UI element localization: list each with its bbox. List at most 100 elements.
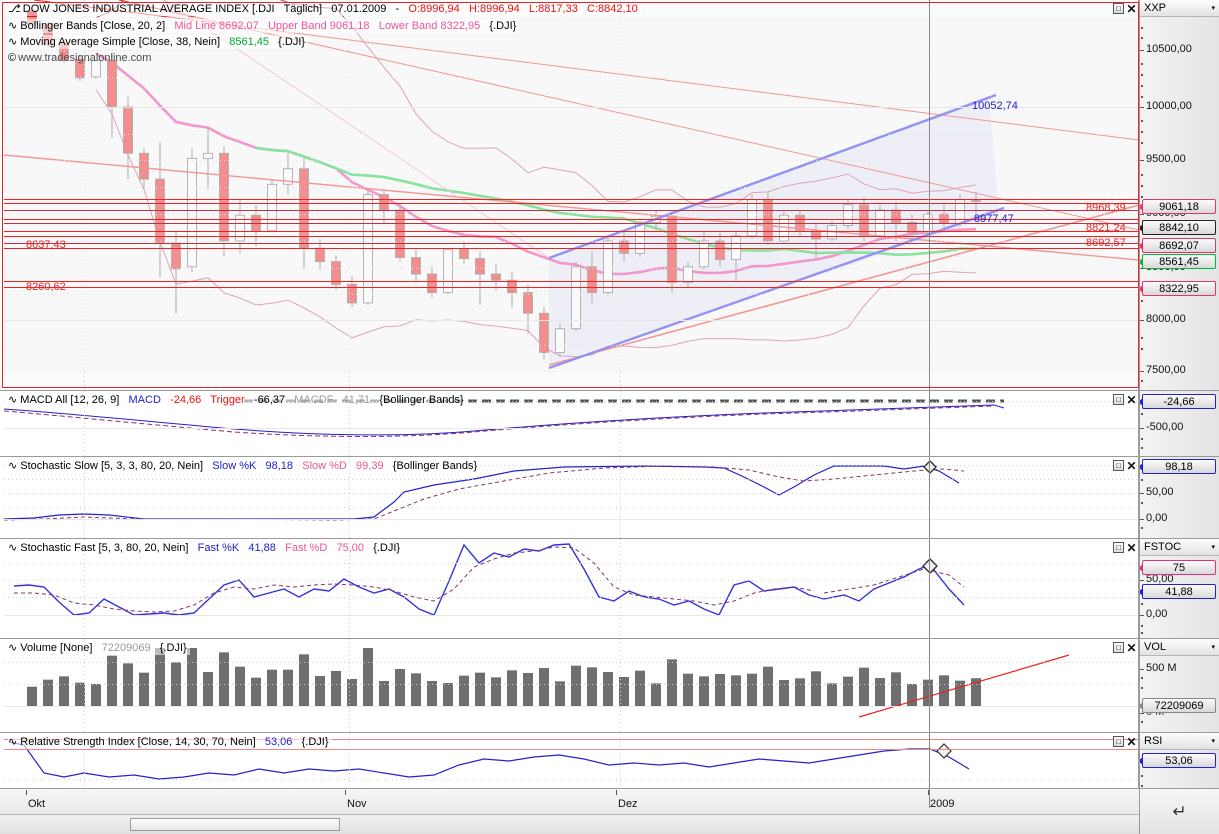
- stoch-fast-plot-area[interactable]: [4, 539, 1139, 638]
- main-plot-area[interactable]: 10052,74 8968,39 8821,24 8692,57 8977,47…: [4, 0, 1139, 390]
- axis-value-flag[interactable]: 98,18: [1140, 459, 1216, 474]
- macdf-label: MACDF: [294, 394, 334, 406]
- fast-k-value: 41,88: [248, 542, 276, 554]
- close-icon[interactable]: ✕: [1126, 540, 1137, 555]
- axis-price-flag[interactable]: 9061,18: [1140, 199, 1216, 214]
- window-controls[interactable]: □ ✕: [1113, 1, 1137, 16]
- restore-button[interactable]: □: [1113, 3, 1124, 14]
- axis-tick: 500 M: [1140, 662, 1177, 674]
- macd-header-row[interactable]: ∿ MACD All [12, 26, 9] MACD -24,66 Trigg…: [8, 393, 467, 407]
- bollinger-mid: Mid Line 8692,07: [174, 20, 259, 32]
- axis-tick: 50,00: [1140, 573, 1174, 585]
- axis-price-flag[interactable]: 8322,95: [1140, 281, 1216, 296]
- stoch-fast-axis-selector[interactable]: FSTOC ▾: [1140, 539, 1219, 556]
- macd-panel-controls[interactable]: □ ✕: [1113, 392, 1137, 407]
- indicator-wave-icon: ∿: [8, 541, 18, 554]
- line-label-8821: 8821,24: [1086, 222, 1126, 234]
- volume-axis[interactable]: VOL ▾ 500 M 72209069 0 M: [1139, 639, 1219, 732]
- volume-axis-name: VOL: [1144, 641, 1167, 653]
- axis-value-flag[interactable]: 75: [1140, 560, 1216, 575]
- axis-tick: 7500,00: [1140, 364, 1186, 376]
- close-icon[interactable]: ✕: [1126, 640, 1137, 655]
- instrument-title: DOW JONES INDUSTRIAL AVERAGE INDEX [.DJI: [22, 3, 275, 15]
- stochastic-slow-panel: ∿ Stochastic Slow [5, 3, 3, 80, 20, Nein…: [0, 456, 1219, 538]
- volume-plot-area[interactable]: [4, 639, 1139, 732]
- ma-value: 8561,45: [229, 36, 269, 48]
- rsi-panel-controls[interactable]: □ ✕: [1113, 734, 1137, 749]
- axis-value-flag[interactable]: -24,66: [1140, 394, 1216, 409]
- rsi-source: {.DJI}: [301, 736, 329, 748]
- time-tick-label: Okt: [28, 798, 46, 810]
- annotation-channel-top: 10052,74: [972, 100, 1018, 112]
- restore-button[interactable]: □: [1113, 642, 1124, 653]
- close-icon[interactable]: ✕: [1126, 458, 1137, 473]
- axis-tick: 0,00: [1140, 512, 1167, 524]
- chevron-down-icon: ▾: [1211, 544, 1215, 551]
- horizontal-scrollbar[interactable]: [0, 814, 1139, 834]
- line-label-8260: 8260,62: [26, 281, 66, 293]
- stoch-slow-header-row[interactable]: ∿ Stochastic Slow [5, 3, 3, 80, 20, Nein…: [8, 459, 481, 473]
- stoch-fast-axis[interactable]: FSTOC ▾ 75 50,00 41,88 0,00: [1139, 539, 1219, 638]
- slow-d-value: 99,39: [356, 460, 384, 472]
- axis-tick: 9500,00: [1140, 153, 1186, 165]
- macd-axis[interactable]: -24,66 -500,00: [1139, 391, 1219, 456]
- indicator-wave-icon: ∿: [8, 35, 18, 48]
- axis-value-flag[interactable]: 41,88: [1140, 584, 1216, 599]
- ohlc-high: H:8996,94: [468, 3, 520, 15]
- axis-value-flag[interactable]: 72209069: [1140, 698, 1216, 713]
- volume-source: {.DJI}: [159, 642, 187, 654]
- axis-tick: -500,00: [1140, 421, 1183, 433]
- bollinger-header-row[interactable]: ∿ Bollinger Bands [Close, 20, 2] Mid Lin…: [8, 19, 520, 33]
- time-axis[interactable]: Okt Nov Dez 2009: [0, 788, 1219, 814]
- bollinger-lower: Lower Band 8322,95: [378, 20, 481, 32]
- close-icon[interactable]: ✕: [1126, 1, 1137, 16]
- axis-price-flag[interactable]: 8692,07: [1140, 238, 1216, 253]
- line-label-8968: 8968,39: [1086, 202, 1126, 214]
- indicator-wave-icon: ∿: [8, 641, 18, 654]
- volume-header-row[interactable]: ∿ Volume [None] 72209069 {.DJI}: [8, 641, 190, 655]
- stoch-slow-source: {Bollinger Bands}: [392, 460, 478, 472]
- instrument-date: 07.01.2009: [331, 3, 387, 15]
- scrollbar-thumb[interactable]: [130, 818, 340, 831]
- volume-panel-controls[interactable]: □ ✕: [1113, 640, 1137, 655]
- volume-panel: ∿ Volume [None] 72209069 {.DJI} □ ✕ VOL …: [0, 638, 1219, 732]
- macd-label: MACD: [128, 394, 161, 406]
- instrument-icon: ⎇: [8, 3, 21, 15]
- indicator-wave-icon: ∿: [8, 19, 18, 32]
- bollinger-symbol: {.DJI}: [489, 20, 517, 32]
- trigger-value: -66,37: [253, 394, 286, 406]
- restore-button[interactable]: □: [1113, 460, 1124, 471]
- rsi-axis-name: RSI: [1144, 735, 1163, 747]
- indicator-wave-icon: ∿: [8, 459, 18, 472]
- rsi-axis-selector[interactable]: RSI ▾: [1140, 733, 1219, 750]
- axis-price-flag[interactable]: 8561,45: [1140, 254, 1216, 269]
- reset-zoom-button[interactable]: ↵: [1139, 788, 1219, 834]
- axis-value-flag[interactable]: 53,06: [1140, 753, 1216, 768]
- restore-button[interactable]: □: [1113, 542, 1124, 553]
- stoch-slow-panel-controls[interactable]: □ ✕: [1113, 458, 1137, 473]
- stoch-slow-axis[interactable]: 98,18 50,00 0,00: [1139, 457, 1219, 538]
- rsi-header-row[interactable]: ∿ Relative Strength Index [Close, 14, 30…: [8, 735, 332, 749]
- axis-tick: 10500,00: [1140, 43, 1192, 55]
- stoch-slow-name: Stochastic Slow [5, 3, 3, 80, 20, Nein]: [20, 460, 204, 472]
- axis-price-flag[interactable]: 8842,10: [1140, 220, 1216, 235]
- fast-d-label: Fast %D: [285, 542, 328, 554]
- annotation-last-close: 8977,47: [974, 213, 1014, 225]
- price-axis-selector[interactable]: XXP ▾: [1140, 0, 1219, 17]
- chevron-down-icon: ▾: [1211, 738, 1215, 745]
- close-icon[interactable]: ✕: [1126, 392, 1137, 407]
- fast-k-label: Fast %K: [197, 542, 240, 554]
- volume-axis-selector[interactable]: VOL ▾: [1140, 639, 1219, 656]
- price-axis[interactable]: XXP ▾ 10500,00 10000,00 9500,00 9000,00 …: [1139, 0, 1219, 390]
- stoch-fast-panel-controls[interactable]: □ ✕: [1113, 540, 1137, 555]
- restore-button[interactable]: □: [1113, 394, 1124, 405]
- instrument-interval: Täglich]: [283, 3, 323, 15]
- close-icon[interactable]: ✕: [1126, 734, 1137, 749]
- ma-header-row[interactable]: ∿ Moving Average Simple [Close, 38, Nein…: [8, 35, 309, 49]
- restore-button[interactable]: □: [1113, 736, 1124, 747]
- stoch-fast-header-row[interactable]: ∿ Stochastic Fast [5, 3, 80, 20, Nein] F…: [8, 541, 404, 555]
- copyright-icon: ©: [8, 52, 16, 64]
- volume-value: 72209069: [101, 642, 151, 654]
- macdf-value: 41,71: [342, 394, 371, 406]
